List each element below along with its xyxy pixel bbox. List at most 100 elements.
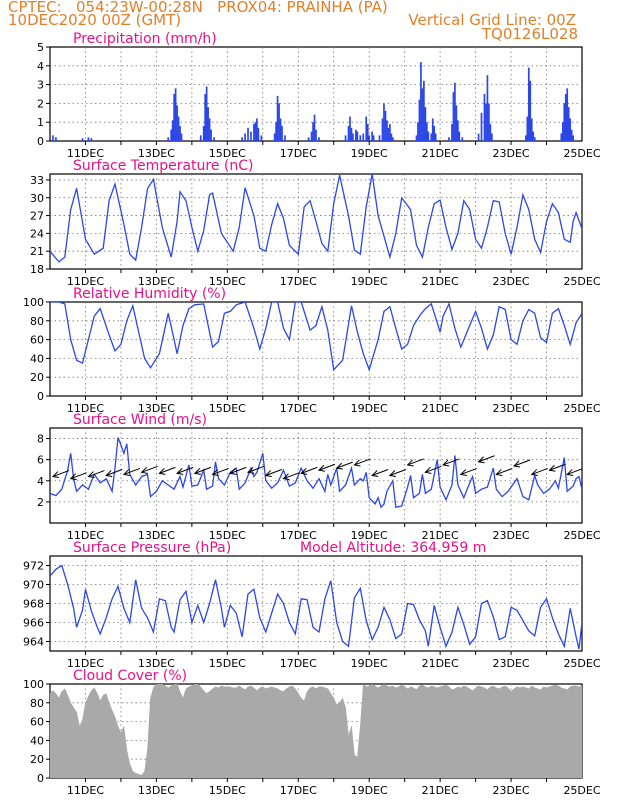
precip-bar xyxy=(454,82,456,141)
y-tick-label: 966 xyxy=(23,617,44,630)
wind-vector-head xyxy=(512,460,521,468)
precip-bar xyxy=(352,133,354,141)
x-tick-label: 11DEC xyxy=(67,147,104,160)
wind-vector xyxy=(513,459,531,467)
x-tick-label: 19DEC xyxy=(351,529,388,542)
wind-vector-head xyxy=(193,468,201,475)
series-pressure xyxy=(50,564,582,650)
panel-title: Surface Pressure (hPa) xyxy=(73,540,231,556)
wind-vector-head xyxy=(388,470,396,477)
x-tick-label: 21DEC xyxy=(422,529,459,542)
precip-bar xyxy=(564,94,567,141)
panel-title: Precipitation (mm/h) xyxy=(73,31,217,47)
x-tick-label: 15DEC xyxy=(209,784,246,797)
panel-cloud: 11DEC 13DEC 15DEC 17DEC 19DEC 21DEC 23DEC 25DEC… xyxy=(23,668,601,797)
rh-line xyxy=(50,302,582,372)
precip-bar xyxy=(355,129,357,141)
series-cloud xyxy=(50,684,582,778)
precip-bar xyxy=(561,122,564,141)
precip-bar xyxy=(532,131,535,141)
precip-bar xyxy=(90,138,93,141)
x-tick-label: 13DEC xyxy=(138,784,175,797)
x-tick-label: 21DEC xyxy=(422,657,459,670)
y-tick-label: 4 xyxy=(37,475,44,488)
precip-bar xyxy=(433,125,436,141)
precip-bar xyxy=(448,137,450,141)
x-tick-label: 11DEC xyxy=(67,275,104,288)
precip-bar xyxy=(424,107,427,141)
wind-vector xyxy=(318,463,336,471)
precip-bar xyxy=(430,133,433,141)
precip-bar xyxy=(431,118,434,141)
x-tick-label: 11DEC xyxy=(67,784,104,797)
x-tick-label: 17DEC xyxy=(280,657,317,670)
precip-bar xyxy=(213,137,215,141)
x-tick-label: 25DEC xyxy=(563,402,600,415)
x-tick-label: 15DEC xyxy=(209,147,246,160)
x-tick-label: 21DEC xyxy=(422,275,459,288)
wind-vector-head xyxy=(353,459,361,467)
y-tick-label: 972 xyxy=(23,560,44,573)
x-tick-label: 17DEC xyxy=(280,147,317,160)
precip-bar xyxy=(572,135,574,141)
wind-vector-head xyxy=(477,456,485,464)
x-tick-label: 21DEC xyxy=(422,402,459,415)
x-tick-label: 25DEC xyxy=(563,529,600,542)
precip-bar xyxy=(312,122,314,141)
precip-bar xyxy=(420,62,422,141)
x-tick-label: 23DEC xyxy=(493,275,530,288)
precip-bar xyxy=(315,129,317,141)
wind-vector xyxy=(460,467,477,475)
wind-vector-head xyxy=(105,470,113,477)
precip-bar xyxy=(524,135,527,141)
x-tick-label: 21DEC xyxy=(422,784,459,797)
precip-bar xyxy=(87,137,90,141)
wind-vector-head xyxy=(158,468,166,475)
y-tick-label: 0 xyxy=(37,772,44,785)
x-tick-label: 15DEC xyxy=(209,529,246,542)
precip-bar xyxy=(176,105,178,141)
wind-vector xyxy=(301,466,318,474)
wind-line xyxy=(50,437,582,509)
y-tick-label: 5 xyxy=(37,41,44,54)
series-temp xyxy=(50,174,582,263)
precip-bar xyxy=(415,135,418,141)
x-tick-label: 23DEC xyxy=(493,529,530,542)
wind-vector-head xyxy=(566,469,574,476)
precip-bar xyxy=(347,125,350,141)
y-tick-label: 27 xyxy=(30,210,44,223)
y-tick-label: 24 xyxy=(30,227,44,240)
panel-precip: 11DEC 13DEC 15DEC 17DEC 19DEC 21DEC 23DEC 25DEC… xyxy=(37,31,601,160)
precip-bar xyxy=(344,135,347,141)
precip-bar xyxy=(533,137,536,141)
precip-bar xyxy=(52,135,54,141)
wind-vector xyxy=(230,466,247,474)
plot-frame xyxy=(49,427,583,524)
precip-bar xyxy=(489,124,492,141)
x-tick-label: 17DEC xyxy=(280,402,317,415)
precip-bar xyxy=(173,94,175,141)
precip-bar xyxy=(372,135,375,141)
precip-bar xyxy=(452,92,455,141)
panel-title: Cloud Cover (%) xyxy=(73,668,187,684)
wind-vector xyxy=(265,469,282,476)
wind-vector xyxy=(194,466,211,474)
precip-bar xyxy=(483,94,486,141)
wind-vector-head xyxy=(424,466,432,474)
x-tick-label: 15DEC xyxy=(209,402,246,415)
y-tick-label: 2 xyxy=(37,97,44,110)
x-tick-label: 13DEC xyxy=(138,275,175,288)
x-tick-label: 25DEC xyxy=(563,784,600,797)
precip-bar xyxy=(461,137,464,141)
wind-vector-head xyxy=(442,459,450,467)
precip-bar xyxy=(566,88,569,141)
wind-vector-head xyxy=(406,459,414,467)
y-tick-label: 964 xyxy=(23,636,44,649)
precip-bar xyxy=(318,137,320,141)
y-tick-label: 100 xyxy=(23,678,44,691)
precip-bar xyxy=(530,118,533,141)
panel-rh: 11DEC 13DEC 15DEC 17DEC 19DEC 21DEC 23DEC 25DEC… xyxy=(23,286,601,415)
precip-bar xyxy=(386,120,388,141)
y-tick-label: 20 xyxy=(30,371,44,384)
y-tick-label: 21 xyxy=(30,245,44,258)
